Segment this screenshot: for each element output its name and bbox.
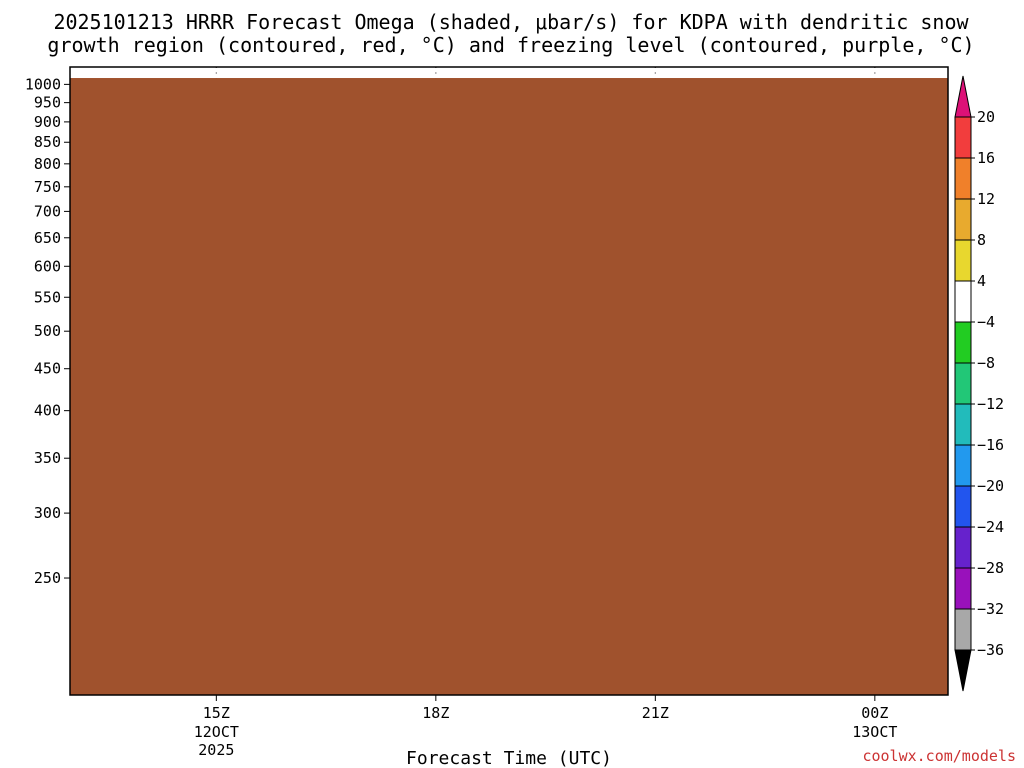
chart-title-line-2: growth region (contoured, red, °C) and f…	[47, 33, 974, 57]
colorbar-swatch	[954, 403, 972, 446]
pressure-axis: 250 300 350 400 450 500 550 600 650 700 750 800 850 9…	[25, 75, 70, 587]
colorbar-swatch	[954, 198, 972, 241]
y-tick-label: 900	[34, 113, 61, 131]
y-tick-label: 450	[34, 360, 61, 378]
colorbar-swatch	[954, 362, 972, 405]
y-tick-label: 500	[34, 322, 61, 340]
x-tick-label: 15Z	[203, 704, 230, 722]
y-tick-label: 700	[34, 202, 61, 220]
colorbar-swatch	[954, 321, 972, 364]
colorbar-swatch	[954, 157, 972, 200]
y-tick-label: 950	[34, 94, 61, 112]
colorbar-swatch	[954, 116, 972, 159]
colorbar-label: 12	[977, 190, 995, 208]
colorbar-label: −16	[977, 436, 1004, 454]
colorbar-label: −4	[977, 313, 995, 331]
colorbar-label: 8	[977, 231, 986, 249]
x-tick-label: 21Z	[642, 704, 669, 722]
y-tick-label: 400	[34, 402, 61, 420]
colorbar-label: −36	[977, 641, 1004, 659]
x-tick-date: 13OCT	[852, 723, 897, 741]
ground-terrain	[70, 78, 948, 695]
y-tick-label: 1000	[25, 75, 61, 93]
y-tick-label: 300	[34, 504, 61, 522]
y-tick-label: 250	[34, 569, 61, 587]
x-axis-title: Forecast Time (UTC)	[406, 748, 612, 768]
colorbar-label: 20	[977, 108, 995, 126]
colorbar-label: 16	[977, 149, 995, 167]
colorbar-label: 4	[977, 272, 986, 290]
colorbar-label: −32	[977, 600, 1004, 618]
chart-title-line-1: 2025101213 HRRR Forecast Omega (shaded, …	[53, 10, 969, 34]
colorbar-label: −8	[977, 354, 995, 372]
colorbar-top-arrow	[954, 75, 972, 118]
colorbar-label: −28	[977, 559, 1004, 577]
y-tick-label: 550	[34, 288, 61, 306]
colorbar-swatch	[954, 526, 972, 569]
y-tick-label: 800	[34, 155, 61, 173]
colorbar-swatch	[954, 444, 972, 487]
colorbar-bottom-arrow	[954, 649, 972, 692]
colorbar-legend: 20 16 12 8 4 −4 −8 −12 −16 −20 −24 −28 −32 −36	[954, 75, 1004, 692]
plot-frame	[69, 66, 949, 696]
x-tick-label: 00Z	[861, 704, 888, 722]
y-tick-label: 600	[34, 257, 61, 275]
colorbar-swatch	[954, 280, 972, 323]
y-tick-label: 850	[34, 133, 61, 151]
colorbar-label: −24	[977, 518, 1004, 536]
credit-text: coolwx.com/models	[862, 747, 1016, 765]
time-axis: 15Z12OCT202518Z21Z00Z13OCT03Z06Z	[194, 695, 897, 759]
colorbar-swatch	[954, 485, 972, 528]
x-tick-year: 2025	[198, 741, 234, 759]
plot-area: −18−18−18−12−1200	[70, 67, 948, 695]
y-tick-label: 750	[34, 178, 61, 196]
colorbar-swatch	[954, 608, 972, 651]
colorbar-label: −20	[977, 477, 1004, 495]
colorbar-label: −12	[977, 395, 1004, 413]
x-tick-date: 12OCT	[194, 723, 239, 741]
colorbar-swatch	[954, 567, 972, 610]
y-tick-label: 650	[34, 229, 61, 247]
x-tick-label: 18Z	[422, 704, 449, 722]
colorbar-swatch	[954, 239, 972, 282]
y-tick-label: 350	[34, 449, 61, 467]
